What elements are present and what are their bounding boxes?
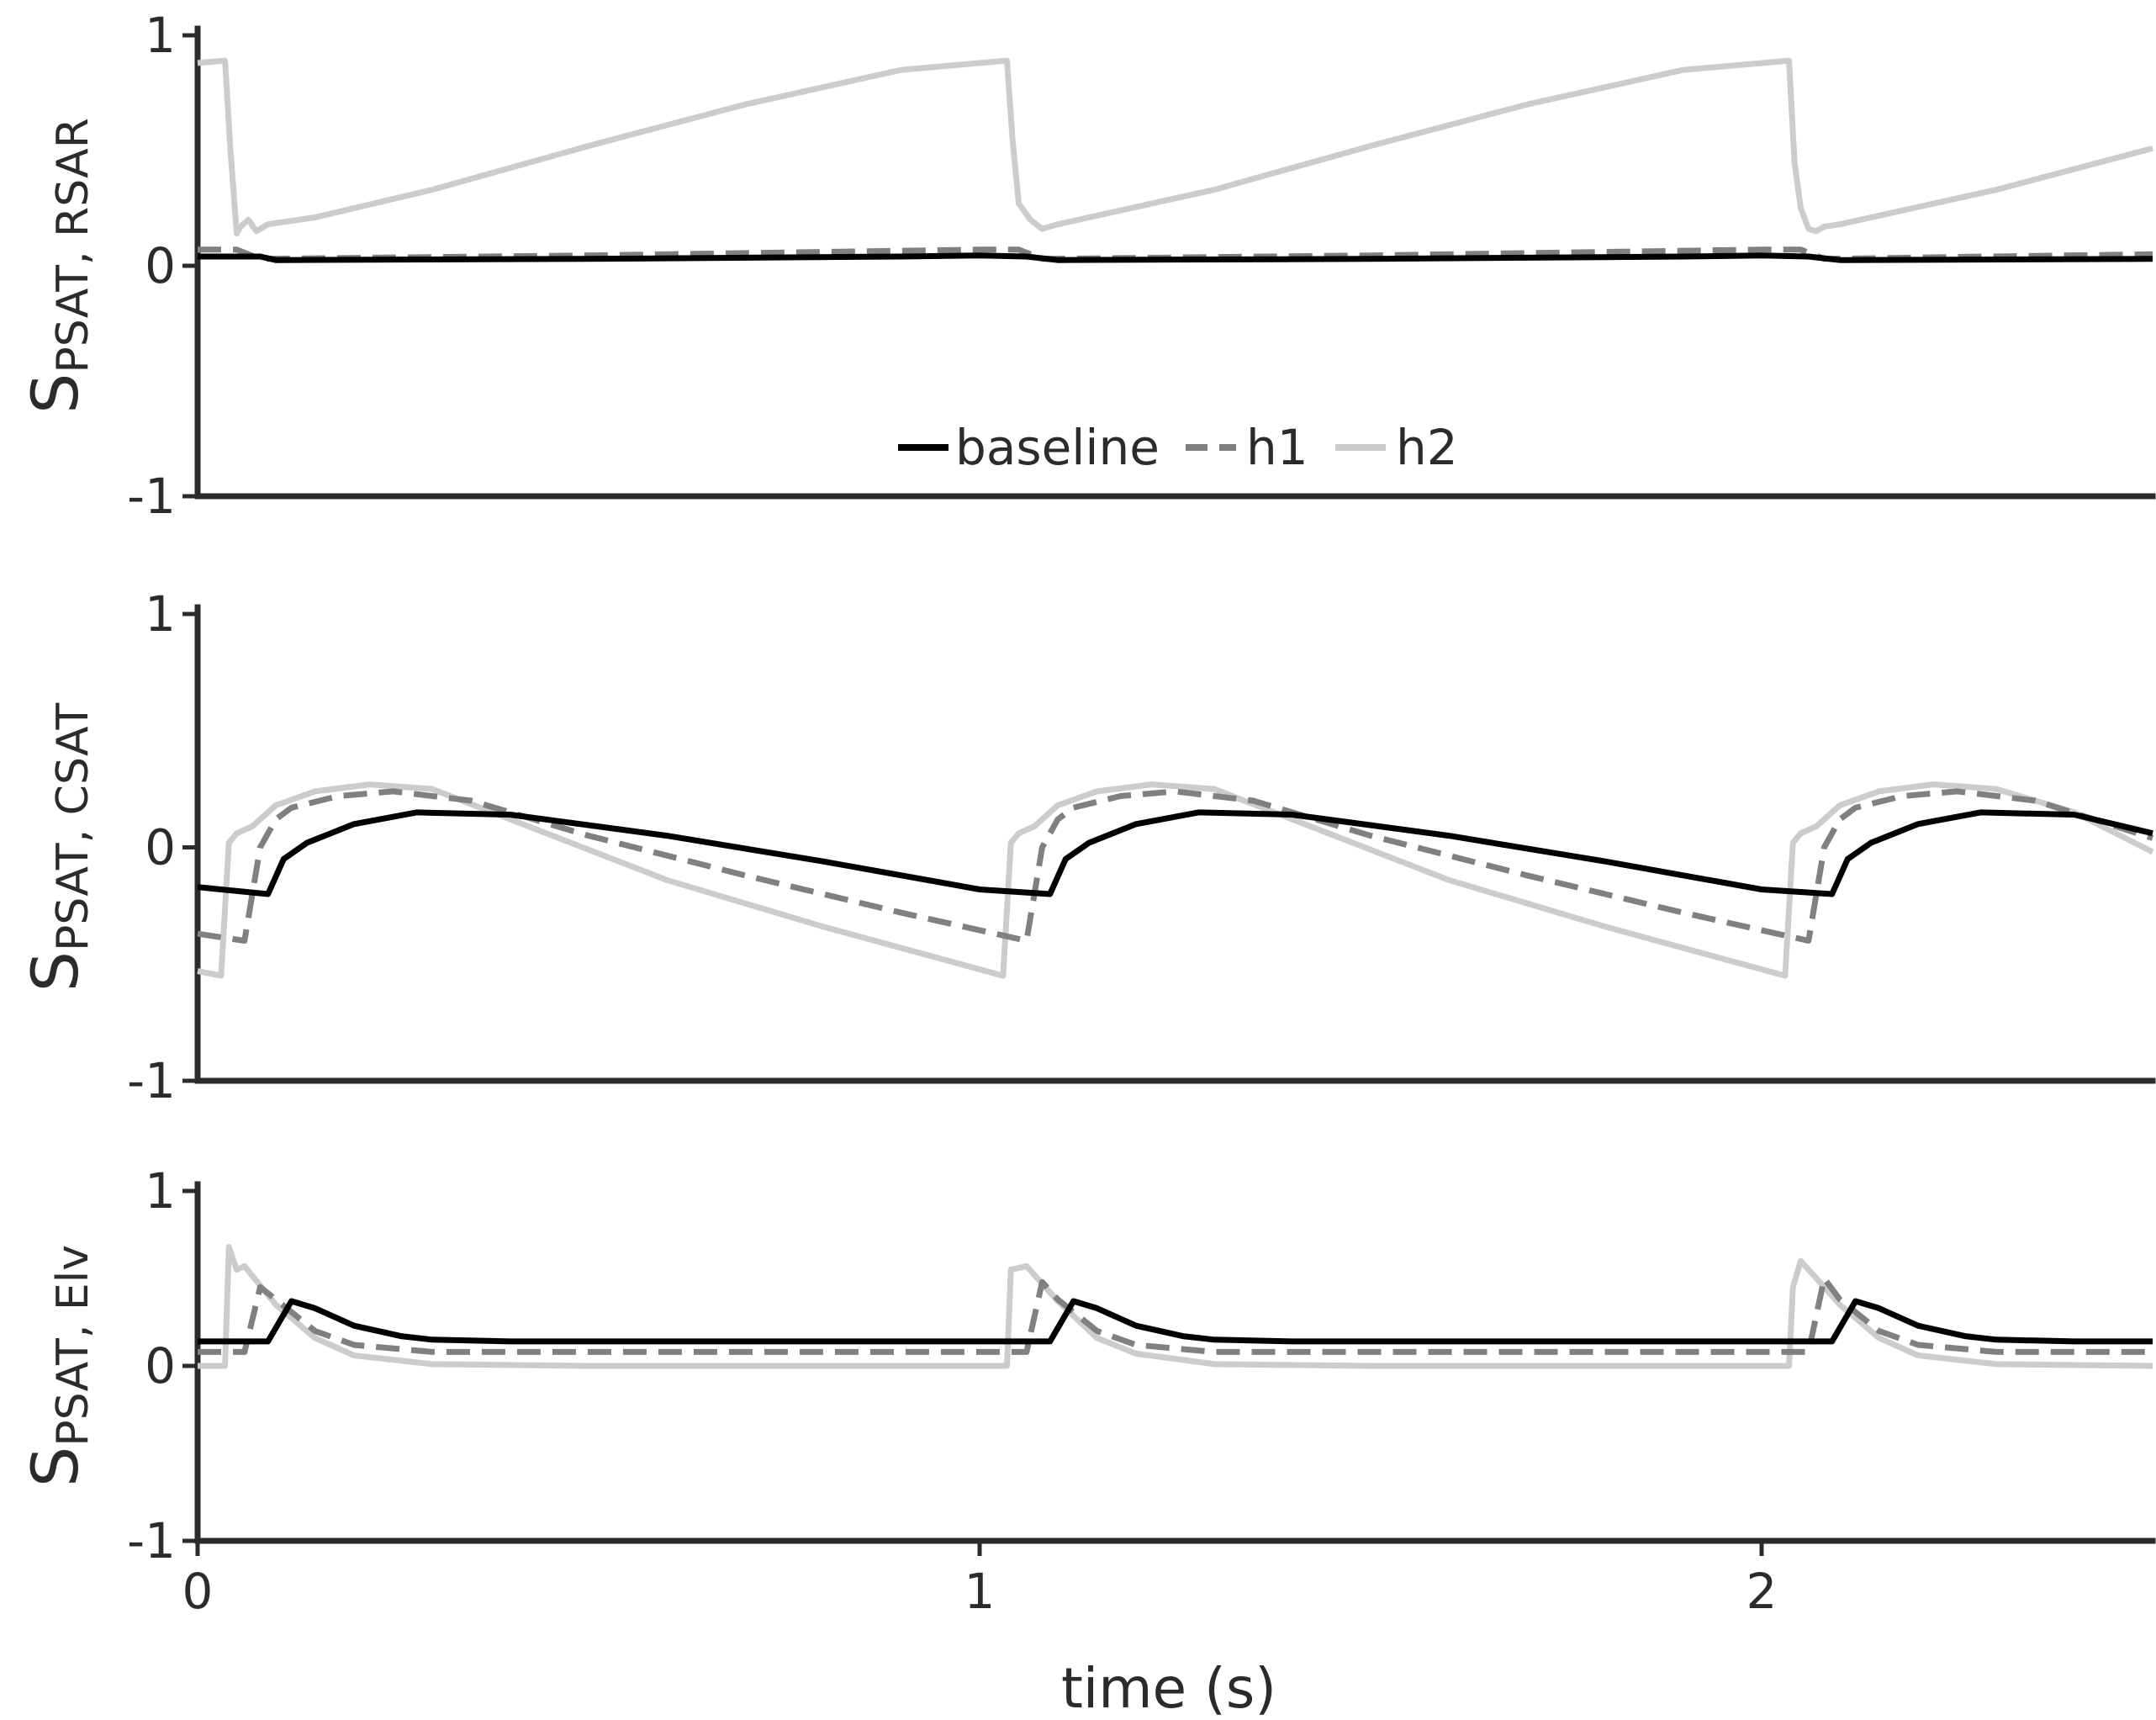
y-axis-label-main: S <box>18 951 92 992</box>
series-line-baseline <box>198 1298 2153 1345</box>
legend: baseline h1 h2 <box>898 419 1458 476</box>
series-line-baseline <box>197 809 2153 897</box>
y-tick-label: 1 <box>145 7 176 64</box>
y-axis-label-subscript: PSAT, RSAR <box>48 118 98 373</box>
legend-label-h2: h2 <box>1396 419 1458 476</box>
x-tick-label: 1 <box>964 1563 996 1620</box>
y-axis-label: SPSAT, CSAT <box>18 703 98 992</box>
series-line-h2 <box>198 1244 2153 1369</box>
y-axis-label-main: S <box>18 1447 92 1487</box>
panel-2: 1 0 -1 SPSAT, CSAT <box>18 585 2156 1109</box>
y-axis-label-main: S <box>18 373 92 414</box>
y-axis-label: SPSAT, Elv <box>18 1245 98 1487</box>
series-line-h2 <box>197 781 2154 979</box>
series-line-h2 <box>197 57 2153 237</box>
y-tick-label: -1 <box>127 1052 176 1109</box>
y-axis-label-subscript: PSAT, Elv <box>48 1245 98 1447</box>
y-tick-label: -1 <box>127 468 176 525</box>
legend-label-h1: h1 <box>1246 419 1308 476</box>
y-tick-label: 1 <box>145 585 176 643</box>
panel-1: 1 0 -1 SPSAT, RSAR <box>18 7 2156 525</box>
y-axis-label: SPSAT, RSAR <box>18 118 98 414</box>
x-tick-label: 0 <box>182 1563 214 1620</box>
series-line-h1 <box>197 788 2154 944</box>
x-tick-label: 2 <box>1746 1563 1778 1620</box>
x-axis-label: time (s) <box>1061 1656 1276 1720</box>
y-tick-label: 0 <box>145 237 176 294</box>
y-axis-label-subscript: PSAT, CSAT <box>48 703 98 952</box>
y-tick-label: -1 <box>127 1512 176 1569</box>
y-tick-label: 1 <box>145 1162 176 1220</box>
y-tick-label: 0 <box>145 819 176 876</box>
series-line-baseline <box>198 252 2153 263</box>
y-tick-label: 0 <box>145 1337 176 1395</box>
series-line-h1 <box>198 1275 2153 1355</box>
legend-label-baseline: baseline <box>955 419 1160 476</box>
